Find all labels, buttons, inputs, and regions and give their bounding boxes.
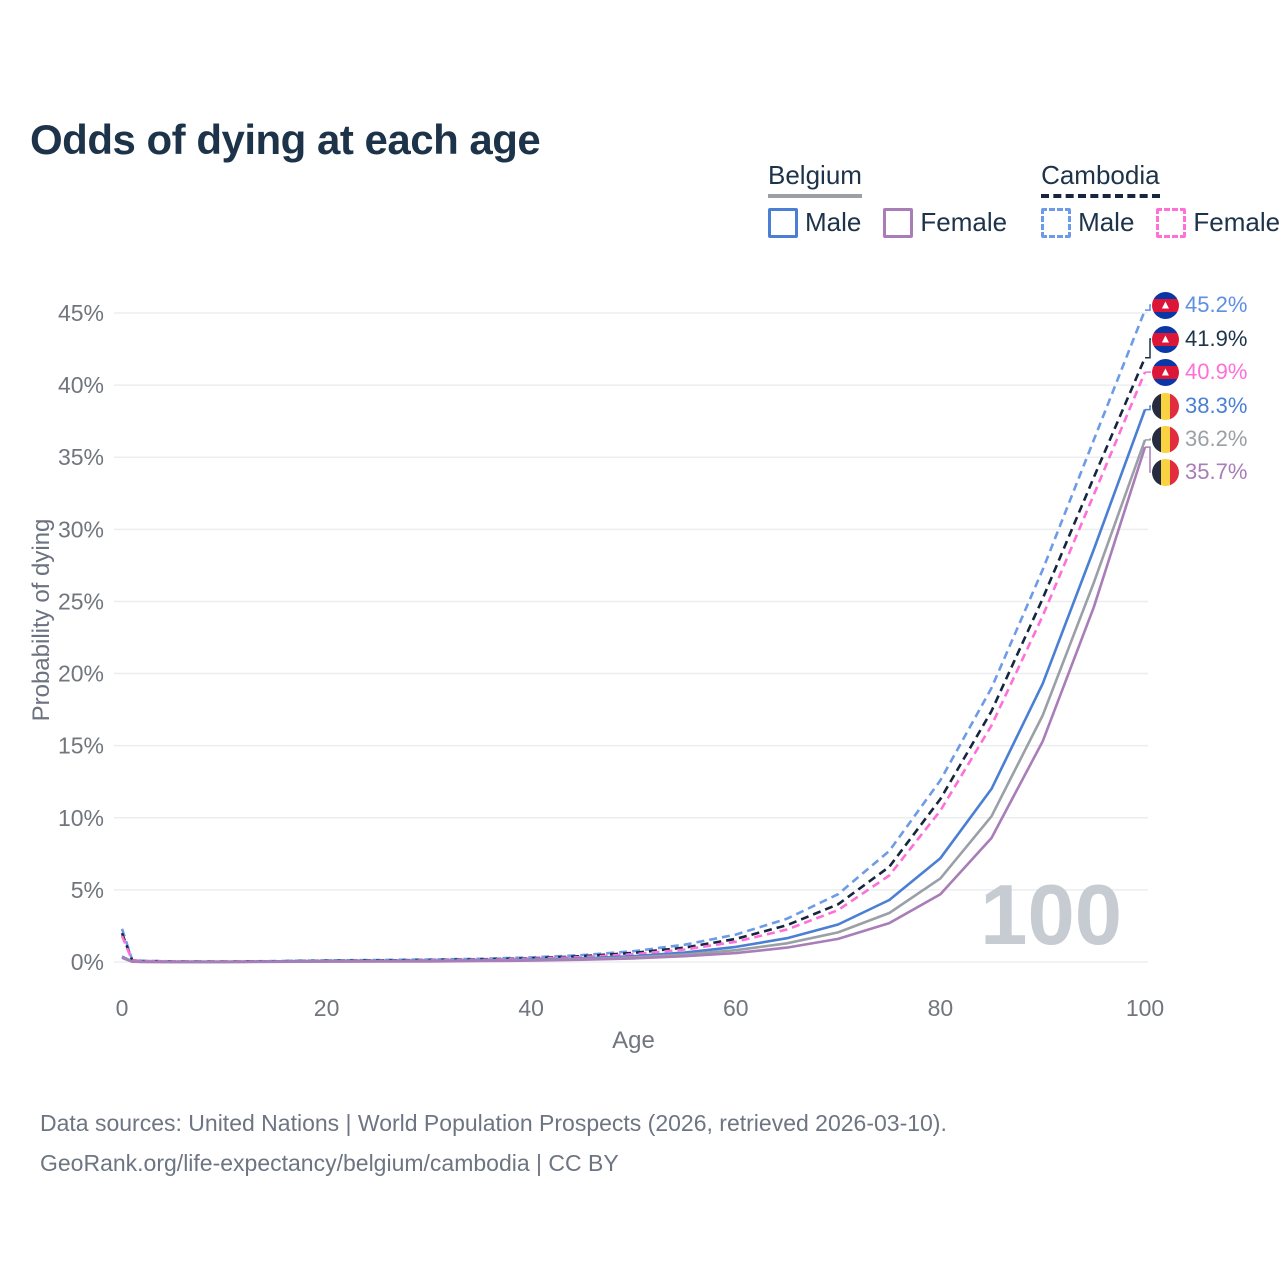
y-tick-label: 25% bbox=[58, 588, 104, 614]
belgium-female-swatch-icon bbox=[883, 207, 914, 238]
legend-item-belgium-female[interactable]: Female bbox=[883, 207, 1007, 238]
end-value-cambodia-male: 45.2% bbox=[1185, 292, 1248, 317]
x-tick-label: 100 bbox=[1126, 995, 1164, 1021]
belgium-male-swatch-icon bbox=[768, 207, 798, 238]
legend-label-cambodia-female: Female bbox=[1193, 207, 1280, 237]
legend-label-belgium-female: Female bbox=[920, 207, 1008, 237]
legend-belgium-title[interactable]: Belgium bbox=[768, 160, 862, 198]
x-tick-label: 80 bbox=[928, 995, 954, 1021]
legend-belgium-items: Male Female bbox=[768, 207, 1007, 238]
end-label-leader bbox=[1145, 304, 1151, 311]
end-label-belgium-both: 36.2% bbox=[1152, 425, 1247, 453]
series-line-cambodia-female bbox=[120, 371, 1147, 963]
end-value-belgium-male: 38.3% bbox=[1185, 393, 1248, 418]
cambodia-flag-icon bbox=[1152, 358, 1179, 386]
x-tick-label: 40 bbox=[518, 995, 544, 1021]
y-tick-label: 20% bbox=[58, 661, 104, 687]
y-tick-label: 45% bbox=[58, 300, 104, 326]
mortality-chart: 0% 5% 10% 15% 20% 25% 30% 35% 40% 45% 0 20 40 60 80 100… bbox=[58, 300, 1164, 1054]
belgium-flag-icon bbox=[1152, 458, 1179, 486]
watermark-age-label: 100 bbox=[980, 868, 1122, 963]
end-value-cambodia-both: 41.9% bbox=[1185, 326, 1248, 351]
legend-label-cambodia-male: Male bbox=[1078, 207, 1135, 237]
legend-label-belgium-male: Male bbox=[805, 207, 862, 237]
y-tick-label: 35% bbox=[58, 444, 104, 470]
x-tick-label: 0 bbox=[116, 995, 129, 1021]
legend-item-belgium-male[interactable]: Male bbox=[768, 207, 861, 238]
end-label-belgium-female: 35.7% bbox=[1152, 458, 1247, 486]
legend-group-belgium: Belgium Male Female bbox=[768, 160, 1007, 238]
chart-legend: Belgium Male Female Cambodia Male Female bbox=[768, 160, 1280, 238]
belgium-flag-icon bbox=[1152, 425, 1179, 453]
y-tick-label: 30% bbox=[58, 516, 104, 542]
end-label-cambodia-female: 40.9% bbox=[1152, 358, 1247, 386]
y-tick-label: 10% bbox=[58, 805, 104, 831]
y-axis-title: Probability of dying bbox=[28, 518, 55, 722]
belgium-flag-icon bbox=[1152, 392, 1179, 420]
y-tick-label: 15% bbox=[58, 733, 104, 759]
cambodia-female-swatch-icon bbox=[1156, 207, 1187, 238]
legend-item-cambodia-female[interactable]: Female bbox=[1156, 207, 1280, 238]
cambodia-flag-icon bbox=[1152, 291, 1179, 319]
x-tick-label: 20 bbox=[314, 995, 340, 1021]
series-line-belgium-female bbox=[121, 446, 1147, 964]
legend-group-cambodia: Cambodia Male Female bbox=[1041, 160, 1280, 238]
data-sources-text: Data sources: United Nations | World Pop… bbox=[40, 1110, 947, 1136]
end-label-leader bbox=[1145, 338, 1151, 359]
y-tick-label: 5% bbox=[71, 877, 104, 903]
legend-item-cambodia-male[interactable]: Male bbox=[1041, 207, 1134, 238]
x-axis-title: Age bbox=[612, 1027, 655, 1054]
end-label-leader bbox=[1145, 446, 1151, 473]
cambodia-male-swatch-icon bbox=[1041, 207, 1072, 238]
series-line-cambodia-male bbox=[120, 309, 1147, 963]
legend-cambodia-title[interactable]: Cambodia bbox=[1041, 160, 1160, 198]
end-label-belgium-male: 38.3% bbox=[1152, 392, 1247, 420]
end-label-cambodia-both: 41.9% bbox=[1152, 325, 1247, 353]
end-value-belgium-both: 36.2% bbox=[1185, 426, 1248, 451]
legend-cambodia-items: Male Female bbox=[1041, 207, 1280, 238]
x-tick-label: 60 bbox=[723, 995, 749, 1021]
end-value-cambodia-female: 40.9% bbox=[1185, 359, 1248, 384]
end-label-leader bbox=[1145, 405, 1151, 411]
attribution-link-text[interactable]: GeoRank.org/life-expectancy/belgium/camb… bbox=[40, 1150, 619, 1176]
y-tick-label: 40% bbox=[58, 372, 104, 398]
y-tick-label: 0% bbox=[71, 949, 104, 975]
end-value-belgium-female: 35.7% bbox=[1185, 459, 1248, 484]
cambodia-flag-icon bbox=[1152, 325, 1179, 353]
page-title: Odds of dying at each age bbox=[30, 116, 541, 164]
end-label-leader bbox=[1145, 438, 1151, 441]
end-label-cambodia-male: 45.2% bbox=[1152, 291, 1247, 319]
